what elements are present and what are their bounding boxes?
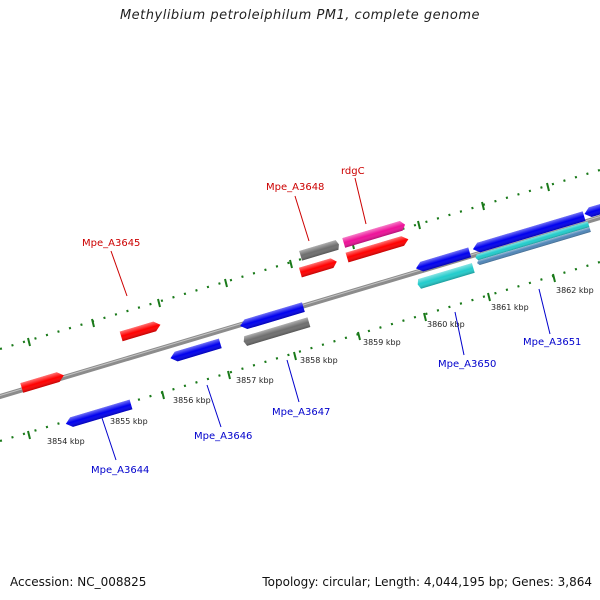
gene-label-mpe-a3644: Mpe_A3644 — [91, 465, 149, 476]
gene-cyan-a3650[interactable] — [416, 263, 475, 289]
gene-red-left[interactable] — [20, 371, 65, 393]
gene-label-mpe-a3646: Mpe_A3646 — [194, 431, 252, 442]
topology-text: Topology: circular; Length: 4,044,195 bp… — [262, 575, 592, 589]
gene-gray-a3647[interactable] — [242, 317, 311, 346]
tick-label-3859: 3859 kbp — [363, 338, 401, 347]
tick-label-3858: 3858 kbp — [300, 356, 338, 365]
reverse-label-leaders — [101, 288, 551, 461]
gene-label-mpe-a3651: Mpe_A3651 — [523, 337, 581, 348]
gene-blue-a3646[interactable] — [169, 338, 222, 363]
gene-red-a3648[interactable] — [298, 257, 338, 278]
gene-label-rdgc: rdgC — [341, 166, 365, 177]
map-title: Methylibium petroleiphilum PM1, complete… — [119, 8, 481, 23]
gene-red-a3645[interactable] — [119, 320, 162, 342]
gene-steel-a3651[interactable] — [476, 227, 591, 266]
accession-text: Accession: NC_008825 — [10, 575, 147, 589]
forward-tick-line — [0, 168, 600, 351]
gene-blue-a3651[interactable] — [471, 211, 586, 254]
gene-cyan-a3651[interactable] — [475, 221, 590, 261]
gene-label-mpe-a3648: Mpe_A3648 — [266, 182, 324, 193]
tick-label-3862: 3862 kbp — [556, 286, 594, 295]
tick-label-3861: 3861 kbp — [491, 303, 529, 312]
gene-label-mpe-a3645: Mpe_A3645 — [82, 238, 140, 249]
gene-label-mpe-a3647: Mpe_A3647 — [272, 407, 330, 418]
reverse-tick-line — [0, 260, 600, 443]
tick-label-3856: 3856 kbp — [173, 396, 211, 405]
forward-label-leaders — [110, 177, 367, 297]
tick-label-3860: 3860 kbp — [427, 320, 465, 329]
tick-label-3855: 3855 kbp — [110, 417, 148, 426]
gene-magenta-rdgc[interactable] — [342, 220, 406, 248]
gene-blue-a3644[interactable] — [64, 399, 133, 429]
gene-red-rdgc[interactable] — [345, 235, 410, 263]
gene-gray-a3648[interactable] — [299, 240, 340, 261]
gene-blue-a3647[interactable] — [239, 302, 305, 330]
gene-blue-a3650[interactable] — [415, 247, 472, 274]
tick-label-3857: 3857 kbp — [236, 376, 274, 385]
tick-label-3854: 3854 kbp — [47, 437, 85, 446]
gene-label-mpe-a3650: Mpe_A3650 — [438, 359, 496, 370]
